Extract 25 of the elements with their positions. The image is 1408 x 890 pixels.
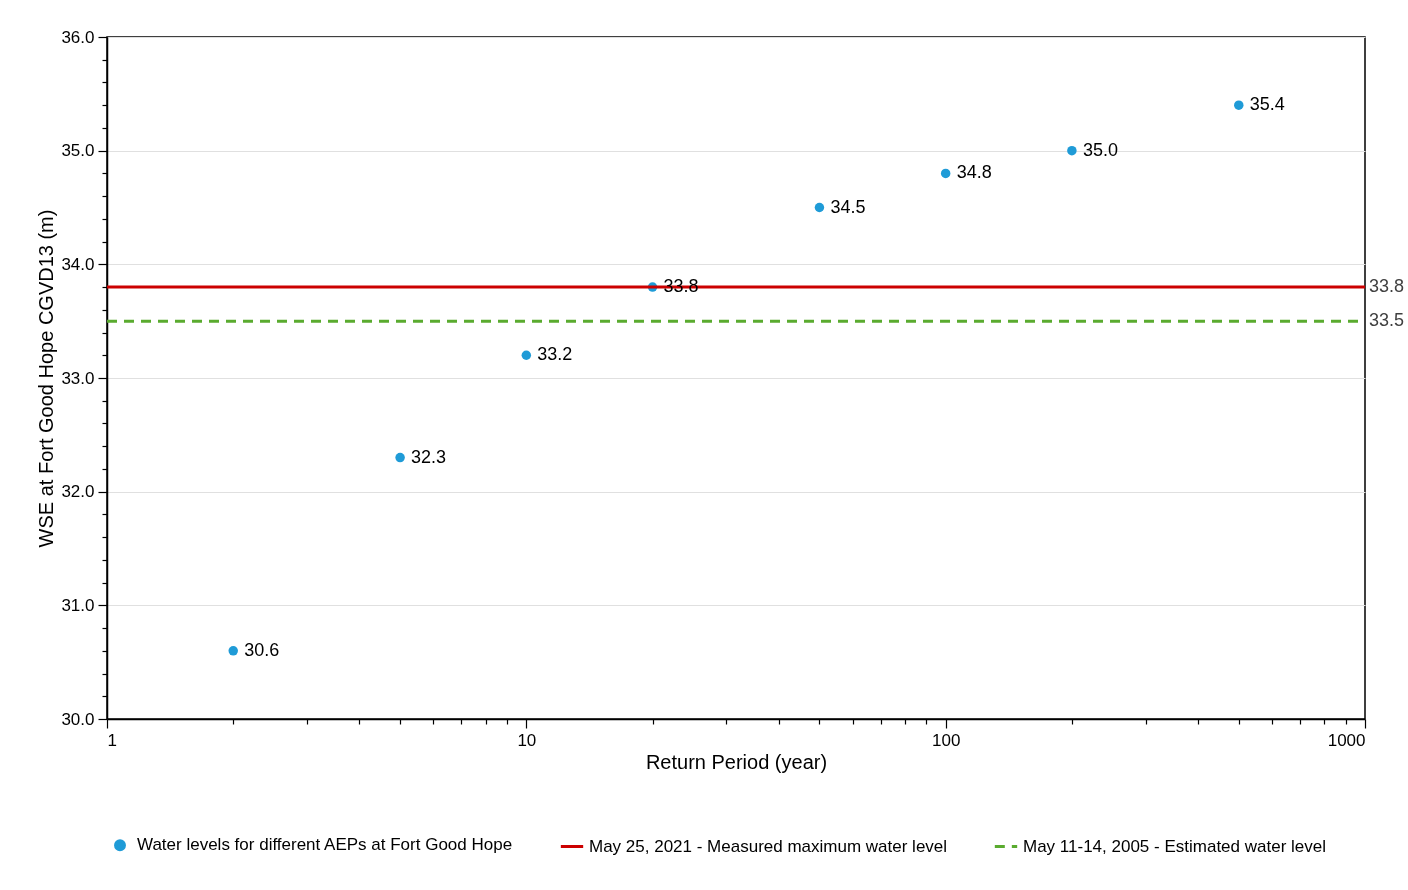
legend-label: May 25, 2021 - Measured maximum water level bbox=[589, 836, 948, 856]
x-tick-label: 100 bbox=[931, 730, 961, 750]
data-label: 32.3 bbox=[411, 446, 447, 467]
y-tick-label: 35.0 bbox=[61, 141, 95, 161]
data-label: 35.0 bbox=[1082, 139, 1118, 160]
x-tick-label: 10 bbox=[517, 730, 537, 750]
data-label: 35.4 bbox=[1249, 94, 1285, 115]
data-label: 34.8 bbox=[956, 162, 992, 183]
y-tick-label: 34.0 bbox=[61, 254, 95, 274]
x-tick-label: 1000 bbox=[1327, 730, 1366, 750]
y-tick-label: 36.0 bbox=[61, 27, 95, 47]
legend-label: Water levels for different AEPs at Fort Good Hope bbox=[137, 835, 513, 855]
legend-label: May 11-14, 2005 - Estimated water level bbox=[1023, 836, 1326, 856]
x-axis-title: Return Period (year) bbox=[645, 750, 828, 773]
y-tick-label: 32.0 bbox=[61, 482, 95, 502]
x-tick-label: 1 bbox=[107, 730, 117, 750]
data-label: 33.8 bbox=[1369, 276, 1405, 297]
data-label: 30.6 bbox=[244, 639, 280, 660]
data-label: 33.2 bbox=[537, 344, 573, 365]
y-axis-title: WSE at Fort Good Hope CGVD13 (m) bbox=[35, 209, 58, 548]
y-tick-label: 30.0 bbox=[61, 709, 95, 729]
y-tick-label: 31.0 bbox=[61, 595, 95, 615]
data-label: 34.5 bbox=[830, 196, 866, 217]
data-label: 33.5 bbox=[1369, 310, 1405, 331]
y-tick-label: 33.0 bbox=[61, 368, 95, 388]
